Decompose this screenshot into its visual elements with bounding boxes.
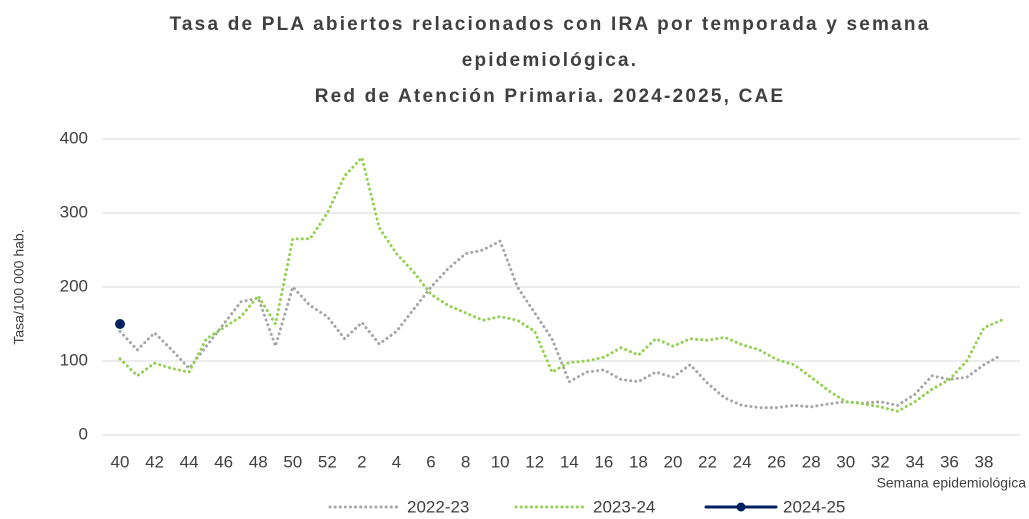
x-tick-label: 14 [560,452,579,471]
x-tick-label: 20 [663,452,682,471]
chart-title: Tasa de PLA abiertos relacionados con IR… [170,14,931,35]
x-tick-label: 12 [525,452,544,471]
x-tick-label: 46 [214,452,233,471]
legend-label: 2023-24 [593,497,655,516]
legend-marker [736,502,746,512]
x-tick-label: 28 [802,452,821,471]
x-tick-label: 4 [392,452,401,471]
y-tick-label: 100 [60,350,88,369]
y-tick-label: 0 [79,424,88,443]
chart-subtitle: Red de Atención Primaria. 2024-2025, CAE [315,86,786,107]
x-tick-label: 26 [767,452,786,471]
x-tick-label: 30 [836,452,855,471]
chart-title: epidemiológica. [462,50,639,71]
x-tick-label: 24 [733,452,752,471]
x-tick-label: 38 [975,452,994,471]
x-tick-label: 50 [283,452,302,471]
x-tick-label: 18 [629,452,648,471]
y-tick-label: 300 [60,202,88,221]
x-tick-label: 44 [180,452,199,471]
series-line [118,239,1003,410]
x-tick-label: 10 [491,452,510,471]
legend-label: 2024-25 [783,497,845,516]
x-tick-label: 42 [145,452,164,471]
y-tick-label: 200 [60,276,88,295]
legend-label: 2022-23 [407,497,469,516]
x-tick-label: 22 [698,452,717,471]
x-tick-label: 40 [111,452,130,471]
x-tick-label: 2 [357,452,366,471]
x-axis-label: Semana epidemiológica [877,475,1027,491]
y-axis-label: Tasa/100 000 hab. [11,229,27,344]
x-tick-label: 32 [871,452,890,471]
series-line [118,156,1003,413]
x-tick-label: 34 [905,452,924,471]
y-tick-label: 400 [60,128,88,147]
x-tick-label: 36 [940,452,959,471]
x-tick-label: 48 [249,452,268,471]
series-marker [115,319,125,329]
x-tick-label: 6 [426,452,435,471]
x-tick-label: 52 [318,452,337,471]
x-tick-label: 8 [461,452,470,471]
x-tick-label: 16 [594,452,613,471]
